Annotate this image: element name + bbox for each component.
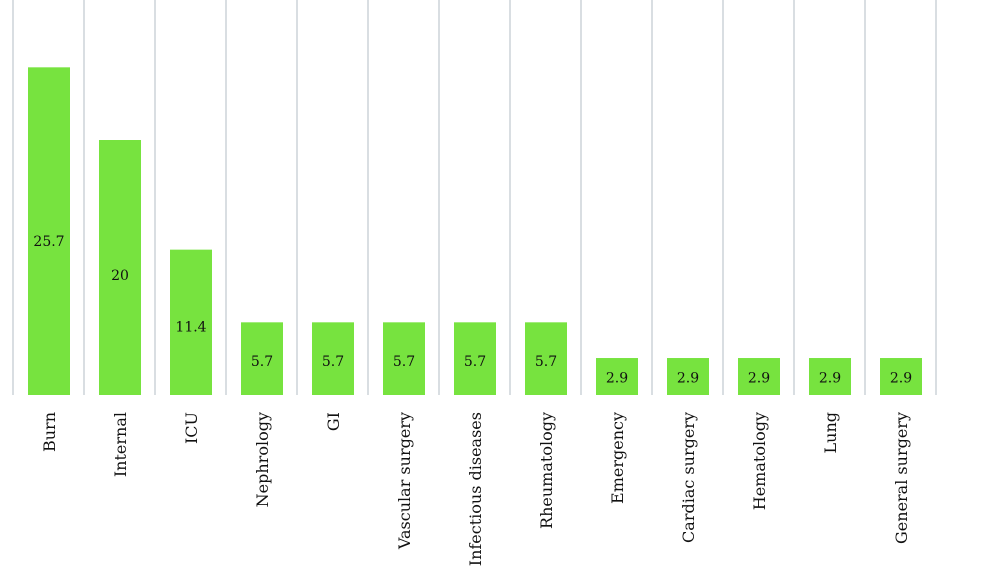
bar-icu [170,249,212,395]
data-label: 2.9 [606,371,628,387]
bar-emergency [596,358,638,395]
bar-gi [312,322,354,395]
x-tick-label: Cardiac surgery [679,412,698,543]
bar-burn [28,67,70,395]
x-tick-label: Hematology [750,412,769,510]
bar-general-surgery [880,358,922,395]
x-tick-label: GI [324,412,343,431]
data-labels: 25.7 20 11.4 5.7 5.7 5.7 5.7 5.7 2.9 2.9 2.9 2.9 2.9 [33,234,912,387]
bar-lung [809,358,851,395]
bar-nephrology [241,322,283,395]
x-tick-label: Rheumatology [537,412,556,529]
x-tick-label: Lung [821,412,840,453]
bars [28,67,922,395]
bar-hematology [738,358,780,395]
x-tick-label: Vascular surgery [395,412,414,550]
bar-rheumatology [525,322,567,395]
data-label: 2.9 [890,371,912,387]
bar-infectious-diseases [454,322,496,395]
x-tick-label: General surgery [892,412,911,544]
data-label: 2.9 [819,371,841,387]
bar-internal [99,140,141,395]
x-tick-label: Internal [111,412,130,477]
data-label: 5.7 [535,354,557,370]
x-tick-label: Infectious diseases [466,412,485,566]
data-label: 2.9 [677,371,699,387]
data-label: 20 [111,268,129,284]
data-label: 11.4 [175,320,206,336]
x-tick-label: ICU [182,412,201,444]
x-tick-label: Burn [40,412,59,452]
data-label: 5.7 [464,354,486,370]
x-tick-labels: Burn Internal ICU Nephrology GI Vascular surg… [40,412,911,566]
x-tick-label: Emergency [608,412,627,504]
bar-vascular-surgery [383,322,425,395]
data-label: 2.9 [748,371,770,387]
gridlines [12,0,937,395]
x-tick-label: Nephrology [253,412,272,507]
data-label: 5.7 [251,354,273,370]
data-label: 25.7 [33,234,64,250]
data-label: 5.7 [322,354,344,370]
data-label: 5.7 [393,354,415,370]
bar-cardiac-surgery [667,358,709,395]
